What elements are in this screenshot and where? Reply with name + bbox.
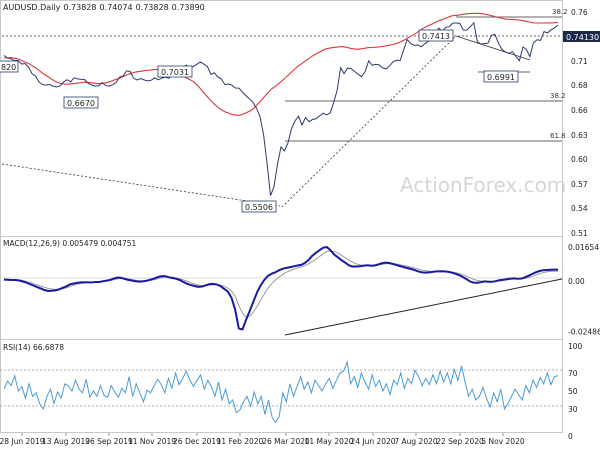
watermark: ActionForex.com [400,173,566,197]
macd-y-tick: 0.01654 [568,243,599,252]
x-tick-label: 28 Jun 2019 [0,437,45,446]
x-tick-label: 7 Aug 2020 [394,437,437,446]
price-header: AUDUSD.Daily 0.73828 0.74074 0.73828 0.73890 [3,3,205,12]
price-y-tick: 0.57 [571,180,588,189]
price-y-tick: 0.76 [571,8,588,17]
sma-line [3,12,559,116]
timeframe-label: . [38,3,41,12]
callout-06991: 0.6991 [483,70,519,83]
fib-label-upper: 38.2 [552,8,568,16]
current-price-text: 0.74130 [566,33,599,42]
callout-edge-left-text: 820 [1,63,16,72]
callout-05506-text: 0.5506 [245,203,273,212]
price-y-tick: 0.51 [571,229,588,238]
macd-trendline [284,278,563,336]
rsi-y-tick: 50 [568,387,578,396]
fib-label-618: 61.8 [550,132,566,140]
rsi-y-axis: 100 70 50 30 0 [568,342,583,441]
timeframe-value: Daily [40,3,61,12]
x-tick-label: 24 Jun 2020 [350,437,395,446]
rsi-y-tick: 30 [568,405,578,414]
pattern-top-line [455,35,531,61]
x-tick-label: 11 May 2020 [305,437,354,446]
x-tick-label: 22 Sep 2020 [436,437,484,446]
callout-07413-text: 0.7413 [422,32,450,41]
rsi-panel-frame [0,339,563,433]
macd-line [3,246,558,331]
price-y-tick: 0.71 [571,57,588,66]
price-y-tick: 0.68 [571,81,588,90]
ohlc-high: 0.74074 [99,3,132,12]
callout-05506: 0.5506 [241,200,277,213]
price-y-tick: 0.60 [571,155,588,164]
rsi-line [3,360,559,424]
price-y-tick: 0.66 [571,106,588,115]
price-line [3,21,559,196]
ohlc-open: 0.73828 [63,3,96,12]
long-term-dotted-trendline [1,163,281,207]
fib-label-382: 38.2 [550,92,566,100]
rsi-y-tick: 0 [568,432,573,441]
price-y-tick: 0.63 [571,131,588,140]
callout-06991-text: 0.6991 [487,73,515,82]
rsi-y-tick: 70 [568,369,578,378]
x-tick-label: 11 Nov 2019 [128,437,176,446]
x-tick-label: 26 Mar 2020 [262,437,310,446]
rsi-y-tick: 100 [568,342,583,351]
macd-y-axis: 0.01654 0.00 -0.02486 [568,243,600,337]
macd-panel-frame [0,236,563,340]
instrument-label: AUDUSD [3,3,38,12]
macd-title: MACD(12,26,9) 0.005479 0.004751 [3,239,137,248]
price-y-axis: 0.76 0.71 0.68 0.66 0.63 0.60 0.57 0.54 0.51 [571,8,588,238]
callout-06670-text: 0.6670 [67,99,95,108]
ohlc-close: 0.73890 [172,3,205,12]
callout-edge-left: 820 [0,60,19,73]
x-tick-label: 5 Nov 2020 [481,437,524,446]
macd-y-tick: 0.00 [568,277,585,286]
ohlc-low: 0.73828 [136,3,169,12]
callout-07413: 0.7413 [418,29,454,42]
rally-dotted-trendline [281,35,457,208]
x-tick-label: 11 Feb 2020 [217,437,264,446]
price-y-tick: 0.54 [571,204,588,213]
callout-06670: 0.6670 [63,96,99,109]
callout-07031: 0.7031 [157,65,193,78]
x-tick-label: 13 Aug 2019 [42,437,90,446]
x-tick-label: 26 Dec 2019 [173,437,221,446]
x-tick-label: 26 Sep 2019 [85,437,133,446]
current-price-tag: 0.74130 [563,31,600,42]
callout-07031-text: 0.7031 [161,68,189,77]
rsi-title: RSI(14) 66.6878 [3,343,64,352]
macd-y-tick: -0.02486 [568,328,600,337]
